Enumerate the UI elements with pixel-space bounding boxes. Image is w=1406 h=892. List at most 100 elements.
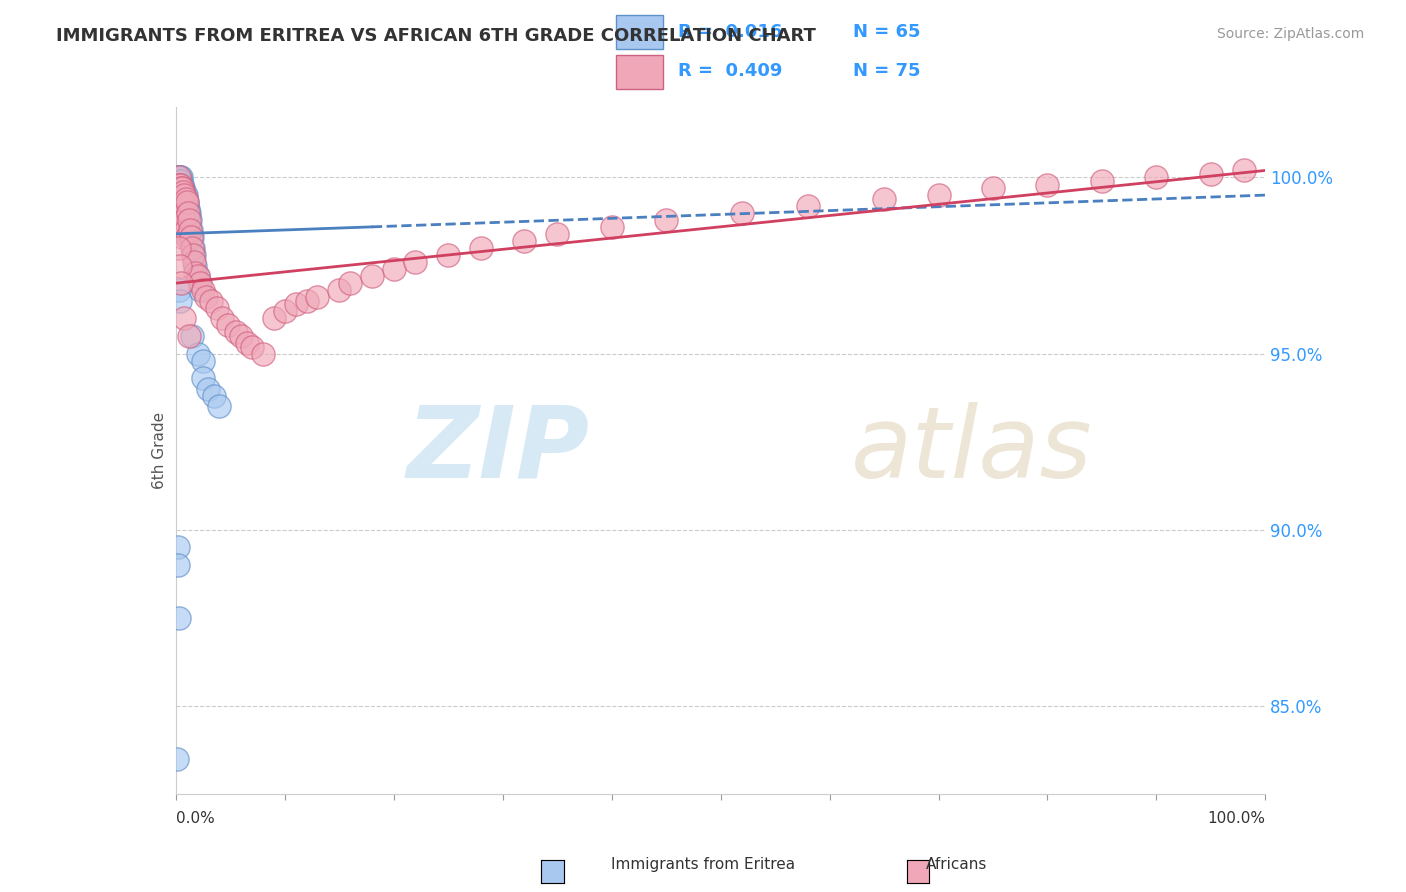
- Bar: [616, 15, 664, 49]
- Point: [225, 326, 247, 340]
- Point: [167, 178, 190, 192]
- Point: [170, 192, 193, 206]
- Point: [176, 195, 198, 210]
- Point: [172, 188, 194, 202]
- Point: [217, 318, 239, 333]
- Point: [177, 202, 200, 217]
- Point: [188, 283, 211, 297]
- Point: [202, 389, 225, 403]
- Point: [437, 248, 460, 262]
- Point: [184, 259, 207, 273]
- Point: [176, 199, 198, 213]
- Point: [167, 205, 190, 219]
- Point: [167, 205, 190, 219]
- Point: [470, 241, 492, 255]
- Point: [167, 188, 190, 202]
- Point: [197, 382, 219, 396]
- Point: [172, 181, 194, 195]
- Text: R =  0.016: R = 0.016: [678, 23, 782, 41]
- Point: [382, 262, 405, 277]
- Point: [166, 174, 188, 188]
- Point: [169, 181, 191, 195]
- Bar: [616, 55, 664, 89]
- Point: [181, 230, 204, 244]
- Point: [1091, 174, 1114, 188]
- Point: [169, 259, 191, 273]
- Point: [167, 241, 190, 255]
- Point: [208, 400, 231, 414]
- Text: N = 75: N = 75: [853, 62, 921, 80]
- Point: [1199, 167, 1222, 181]
- Y-axis label: 6th Grade: 6th Grade: [152, 412, 167, 489]
- Point: [328, 283, 350, 297]
- Point: [195, 290, 218, 304]
- Point: [172, 230, 194, 244]
- Point: [188, 276, 211, 290]
- Point: [231, 329, 253, 343]
- Point: [184, 266, 207, 280]
- Text: Africans: Africans: [925, 857, 987, 872]
- Point: [174, 223, 197, 237]
- Point: [339, 276, 361, 290]
- Point: [263, 311, 285, 326]
- Point: [173, 192, 195, 206]
- Point: [173, 311, 195, 326]
- Point: [177, 205, 200, 219]
- Point: [169, 174, 191, 188]
- Point: [177, 205, 200, 219]
- Point: [170, 188, 193, 202]
- Point: [167, 541, 190, 555]
- Point: [170, 223, 193, 237]
- Point: [170, 185, 193, 199]
- Point: [176, 230, 198, 244]
- Point: [172, 181, 194, 195]
- Point: [172, 178, 194, 192]
- Point: [167, 283, 190, 297]
- Point: [172, 192, 194, 206]
- Point: [1232, 163, 1256, 178]
- Point: [1036, 178, 1059, 192]
- Point: [928, 188, 950, 202]
- Point: [274, 304, 297, 318]
- Point: [166, 178, 188, 192]
- Point: [167, 170, 190, 185]
- Point: [167, 181, 190, 195]
- Point: [181, 241, 204, 255]
- Point: [600, 219, 623, 234]
- Text: 100.0%: 100.0%: [1208, 812, 1265, 827]
- Point: [174, 192, 197, 206]
- Point: [167, 174, 190, 188]
- Point: [169, 185, 191, 199]
- Text: atlas: atlas: [852, 402, 1092, 499]
- Point: [179, 223, 201, 237]
- Point: [169, 178, 191, 192]
- Point: [181, 241, 204, 255]
- Point: [172, 185, 194, 199]
- Text: Immigrants from Eritrea: Immigrants from Eritrea: [612, 857, 794, 872]
- Point: [205, 301, 228, 315]
- Point: [180, 230, 202, 244]
- Point: [177, 212, 200, 227]
- Point: [873, 192, 896, 206]
- Point: [307, 290, 329, 304]
- Point: [167, 558, 190, 572]
- Point: [655, 212, 678, 227]
- Point: [173, 188, 195, 202]
- Point: [173, 185, 195, 199]
- Point: [172, 185, 194, 199]
- Point: [172, 195, 194, 210]
- Point: [252, 346, 274, 360]
- Point: [172, 188, 194, 202]
- Point: [169, 212, 191, 227]
- Point: [295, 293, 318, 308]
- Point: [284, 297, 307, 311]
- Point: [170, 170, 193, 185]
- Point: [1144, 170, 1167, 185]
- Point: [170, 276, 193, 290]
- Point: [177, 329, 200, 343]
- Point: [166, 205, 188, 219]
- Point: [167, 170, 190, 185]
- Point: [181, 329, 204, 343]
- Point: [170, 174, 193, 188]
- Point: [172, 185, 194, 199]
